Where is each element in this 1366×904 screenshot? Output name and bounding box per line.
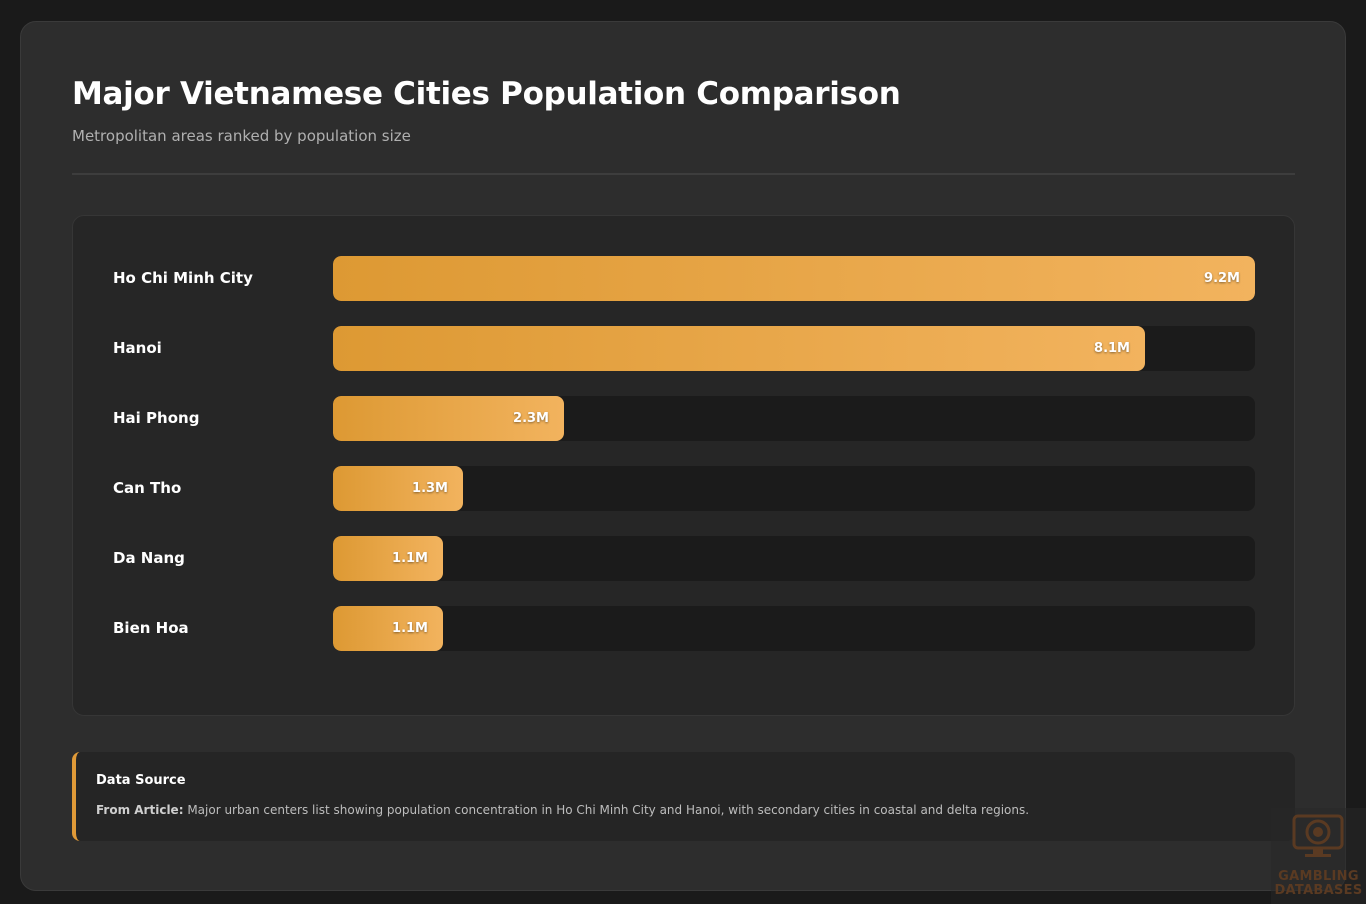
bar-value-label: 9.2M bbox=[1204, 271, 1240, 286]
bar-row: Da Nang 1.1M bbox=[73, 536, 1294, 581]
bar-row: Hanoi 8.1M bbox=[73, 326, 1294, 371]
bar-value-label: 1.1M bbox=[392, 621, 428, 636]
bar: 8.1M bbox=[333, 326, 1145, 371]
header-divider bbox=[72, 173, 1295, 175]
page-title: Major Vietnamese Cities Population Compa… bbox=[72, 76, 901, 112]
bar: 1.1M bbox=[333, 536, 443, 581]
bar-track: 2.3M bbox=[333, 396, 1255, 441]
data-source-text: From Article: Major urban centers list s… bbox=[96, 803, 1029, 817]
data-source-description: Major urban centers list showing populat… bbox=[183, 803, 1030, 817]
bar-track: 1.1M bbox=[333, 536, 1255, 581]
watermark-line-1: GAMBLING bbox=[1278, 869, 1359, 884]
bar-value-label: 8.1M bbox=[1094, 341, 1130, 356]
bar-value-label: 2.3M bbox=[513, 411, 549, 426]
bar-row: Bien Hoa 1.1M bbox=[73, 606, 1294, 651]
page-subtitle: Metropolitan areas ranked by population … bbox=[72, 127, 411, 145]
category-label: Da Nang bbox=[113, 549, 185, 567]
bar-value-label: 1.3M bbox=[412, 481, 448, 496]
chart-card: Major Vietnamese Cities Population Compa… bbox=[20, 21, 1346, 891]
data-source-box: Data Source From Article: Major urban ce… bbox=[72, 752, 1295, 841]
data-source-prefix: From Article: bbox=[96, 803, 184, 817]
monitor-poker-chip-icon bbox=[1292, 814, 1344, 857]
bar-track: 1.1M bbox=[333, 606, 1255, 651]
bar: 1.3M bbox=[333, 466, 463, 511]
bar-chart-panel: Ho Chi Minh City 9.2M Hanoi 8.1M Hai Phong 2.… bbox=[72, 215, 1295, 716]
category-label: Hai Phong bbox=[113, 409, 200, 427]
bar-track: 9.2M bbox=[333, 256, 1255, 301]
bar-value-label: 1.1M bbox=[392, 551, 428, 566]
watermark-text: GAMBLING DATABASES bbox=[1271, 870, 1366, 898]
bar-track: 8.1M bbox=[333, 326, 1255, 371]
bar: 2.3M bbox=[333, 396, 564, 441]
bar: 9.2M bbox=[333, 256, 1255, 301]
category-label: Hanoi bbox=[113, 339, 162, 357]
category-label: Ho Chi Minh City bbox=[113, 269, 253, 287]
bar-row: Hai Phong 2.3M bbox=[73, 396, 1294, 441]
category-label: Can Tho bbox=[113, 479, 182, 497]
watermark-line-2: DATABASES bbox=[1274, 883, 1363, 898]
bar-track: 1.3M bbox=[333, 466, 1255, 511]
watermark-logo: GAMBLING DATABASES bbox=[1271, 808, 1366, 904]
category-label: Bien Hoa bbox=[113, 619, 189, 637]
bar-row: Can Tho 1.3M bbox=[73, 466, 1294, 511]
bar: 1.1M bbox=[333, 606, 443, 651]
bar-row: Ho Chi Minh City 9.2M bbox=[73, 256, 1294, 301]
data-source-title: Data Source bbox=[96, 773, 186, 788]
